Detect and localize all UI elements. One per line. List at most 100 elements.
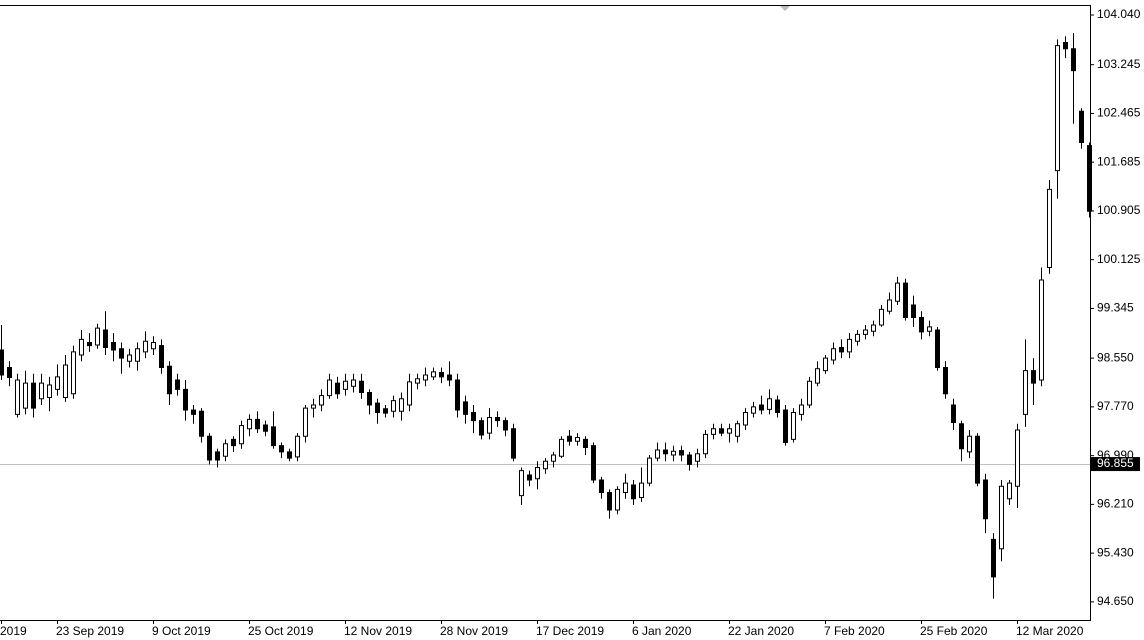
y-tick-label: 104.040 <box>1097 7 1141 21</box>
candle-body-up <box>95 327 100 346</box>
candle-body-up <box>47 384 52 398</box>
candle-body-down <box>111 342 116 351</box>
candle-body-up <box>1023 370 1028 415</box>
candle-body-down <box>759 404 764 411</box>
candle-body-up <box>535 467 540 480</box>
candle-body-down <box>463 401 468 415</box>
candle-body-down <box>479 420 484 436</box>
candle-body-up <box>399 398 404 412</box>
candle-body-up <box>703 433 708 455</box>
candle-body-up <box>791 412 796 440</box>
candle-body-up <box>303 407 308 437</box>
candle-body-down <box>919 317 924 333</box>
candle-body-up <box>127 354 132 362</box>
candle-body-up <box>239 425 244 445</box>
candle-body-up <box>135 348 140 362</box>
candle-body-up <box>575 437 580 442</box>
candle-body-down <box>687 454 692 465</box>
candle-body-up <box>863 329 868 335</box>
candle-body-down <box>583 438 588 448</box>
candle-body-down <box>975 435 980 484</box>
candle-body-down <box>0 349 4 376</box>
candle-body-up <box>343 380 348 390</box>
candle-body-down <box>503 420 508 431</box>
candle-body-down <box>495 417 500 422</box>
candle-body-down <box>783 409 788 443</box>
candle-body-down <box>983 479 988 520</box>
candle-body-down <box>175 379 180 390</box>
candle-body-down <box>207 435 212 461</box>
candle-body-down <box>199 410 204 437</box>
candle-body-up <box>887 299 892 312</box>
y-tick-label: 96.210 <box>1097 497 1134 511</box>
candle-body-down <box>1063 42 1068 50</box>
candle-body-down <box>255 418 260 430</box>
candle-body-up <box>671 450 676 456</box>
candle-body-up <box>655 449 660 459</box>
candle-body-down <box>87 342 92 347</box>
candle-body-up <box>727 428 732 434</box>
candle-body-down <box>439 372 444 378</box>
candle-body-down <box>679 450 684 456</box>
y-tick-label: 101.685 <box>1097 154 1141 168</box>
candle-body-up <box>327 379 332 397</box>
x-tick-label: 12 Nov 2019 <box>344 624 412 638</box>
candle-body-up <box>543 460 548 470</box>
candle-body-down <box>511 428 516 459</box>
candle-body-down <box>183 388 188 411</box>
candle-body-down <box>471 412 476 422</box>
candle-body-down <box>1087 145 1092 212</box>
candle-body-down <box>167 365 172 395</box>
candle-body-down <box>31 382 36 409</box>
candle-body-up <box>63 364 68 398</box>
candle-body-up <box>1039 279 1044 381</box>
candle-body-up <box>23 382 28 409</box>
candle-body-up <box>311 404 316 409</box>
candle-body-up <box>351 379 356 387</box>
x-tick-label: 22 Jan 2020 <box>728 624 794 638</box>
candle-body-up <box>639 482 644 498</box>
candle-body-up <box>879 308 884 326</box>
x-tick-label: 9 Oct 2019 <box>152 624 211 638</box>
y-tick-label: 103.245 <box>1097 57 1141 71</box>
candle-body-up <box>1007 482 1012 500</box>
candle-body-up <box>223 443 228 457</box>
x-tick-label: 6 Jan 2020 <box>632 624 692 638</box>
candle-body-down <box>839 347 844 353</box>
candle-body-down <box>1031 370 1036 384</box>
candle-body-down <box>591 445 596 481</box>
candle-body-up <box>623 482 628 493</box>
y-tick-label: 102.465 <box>1097 106 1141 120</box>
candle-body-down <box>959 423 964 450</box>
candle-body-down <box>375 402 380 413</box>
candle-body-up <box>799 404 804 415</box>
x-tick-label: 25 Feb 2020 <box>920 624 988 638</box>
candle-body-up <box>79 338 84 356</box>
candle-body-up <box>895 282 900 302</box>
candle-body-up <box>15 379 20 415</box>
x-tick-label: 2019 <box>0 624 27 638</box>
candle-body-up <box>855 333 860 342</box>
candle-body-up <box>615 488 620 511</box>
candle-body-up <box>143 340 148 353</box>
x-tick-label: 7 Feb 2020 <box>824 624 885 638</box>
candle-body-down <box>271 426 276 447</box>
candle-body-down <box>7 367 12 378</box>
candle-body-down <box>447 374 452 381</box>
candle-body-up <box>807 380 812 406</box>
candle-body-up <box>711 428 716 435</box>
candle-body-down <box>103 329 108 348</box>
candle-body-up <box>559 438 564 457</box>
candle-body-down <box>191 409 196 415</box>
candle-body-down <box>567 435 572 442</box>
candle-body-up <box>999 485 1004 550</box>
candle-body-down <box>359 380 364 393</box>
candle-body-down <box>231 438 236 447</box>
candle-body-down <box>1071 48 1076 72</box>
candle-body-down <box>911 304 916 318</box>
candle-body-up <box>295 435 300 458</box>
candle-body-down <box>527 474 532 481</box>
candle-body-down <box>599 479 604 493</box>
candle-body-up <box>967 435 972 453</box>
